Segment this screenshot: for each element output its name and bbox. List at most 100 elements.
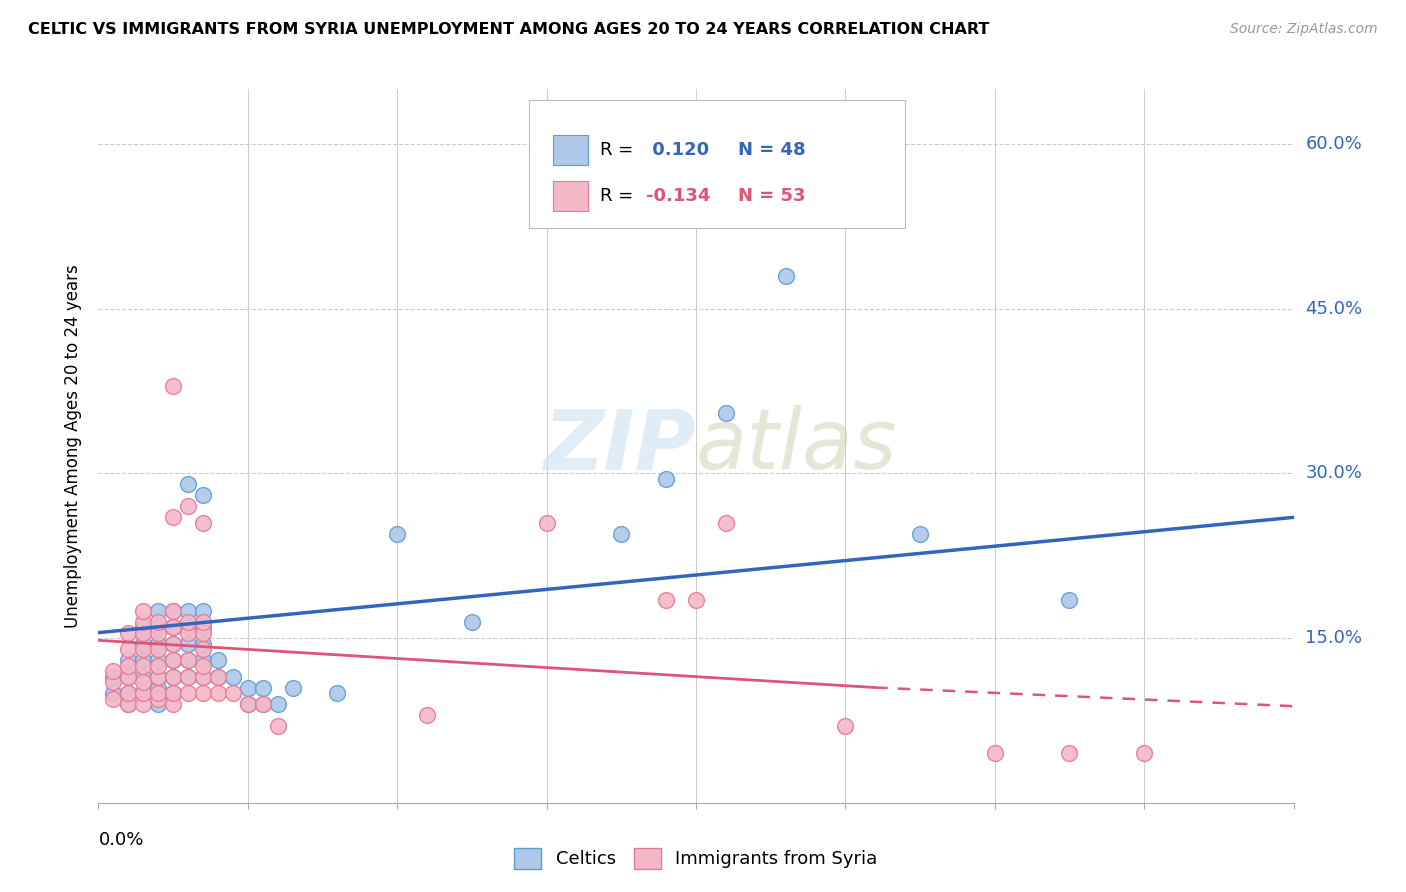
Point xyxy=(103,675,125,690)
Point xyxy=(162,686,184,700)
Point xyxy=(103,664,125,678)
Point xyxy=(207,669,229,683)
Point xyxy=(207,653,229,667)
Point xyxy=(148,686,170,700)
Point xyxy=(610,526,633,541)
Point xyxy=(177,477,200,491)
Text: 15.0%: 15.0% xyxy=(1305,629,1362,647)
Point xyxy=(775,268,797,283)
Point xyxy=(148,691,170,706)
Point xyxy=(191,686,214,700)
Point xyxy=(117,669,139,683)
Point xyxy=(236,697,259,711)
Point xyxy=(759,176,782,190)
Point xyxy=(236,681,259,695)
Point xyxy=(685,592,707,607)
Point xyxy=(236,697,259,711)
Point xyxy=(162,620,184,634)
Point xyxy=(177,653,200,667)
Point xyxy=(983,747,1005,761)
Point xyxy=(162,604,184,618)
Point xyxy=(191,642,214,657)
Text: 60.0%: 60.0% xyxy=(1305,135,1362,153)
Point xyxy=(207,669,229,683)
Point xyxy=(177,500,200,514)
Point xyxy=(655,472,678,486)
Point xyxy=(177,686,200,700)
Point xyxy=(117,642,139,657)
Point xyxy=(655,592,678,607)
Point xyxy=(148,625,170,640)
Y-axis label: Unemployment Among Ages 20 to 24 years: Unemployment Among Ages 20 to 24 years xyxy=(65,264,83,628)
Point xyxy=(132,697,155,711)
Point xyxy=(162,378,184,392)
Legend: Celtics, Immigrants from Syria: Celtics, Immigrants from Syria xyxy=(508,840,884,876)
Point xyxy=(117,653,139,667)
Point xyxy=(267,719,290,733)
Point xyxy=(132,604,155,618)
Text: 30.0%: 30.0% xyxy=(1305,465,1362,483)
Point xyxy=(117,658,139,673)
Point xyxy=(1133,747,1156,761)
Point xyxy=(162,697,184,711)
Point xyxy=(132,642,155,657)
Point xyxy=(132,669,155,683)
Point xyxy=(177,653,200,667)
Point xyxy=(177,615,200,629)
Point xyxy=(162,637,184,651)
Point xyxy=(191,604,214,618)
Point xyxy=(177,604,200,618)
Point xyxy=(714,516,737,530)
Point xyxy=(908,526,931,541)
Point xyxy=(162,669,184,683)
Point xyxy=(132,653,155,667)
Point xyxy=(148,637,170,651)
Point xyxy=(177,637,200,651)
Text: N = 48: N = 48 xyxy=(738,142,806,160)
Point xyxy=(162,669,184,683)
Point xyxy=(148,653,170,667)
Point xyxy=(162,686,184,700)
Point xyxy=(191,620,214,634)
Text: CELTIC VS IMMIGRANTS FROM SYRIA UNEMPLOYMENT AMONG AGES 20 TO 24 YEARS CORRELATI: CELTIC VS IMMIGRANTS FROM SYRIA UNEMPLOY… xyxy=(28,22,990,37)
Point xyxy=(326,686,349,700)
Point xyxy=(281,681,304,695)
FancyBboxPatch shape xyxy=(553,136,589,165)
FancyBboxPatch shape xyxy=(529,100,905,228)
Point xyxy=(148,669,170,683)
Text: R =: R = xyxy=(600,142,640,160)
Point xyxy=(103,691,125,706)
Point xyxy=(177,625,200,640)
Point xyxy=(162,620,184,634)
Point xyxy=(148,620,170,634)
Point xyxy=(117,686,139,700)
Point xyxy=(162,637,184,651)
Point xyxy=(132,637,155,651)
Point xyxy=(191,653,214,667)
Point xyxy=(252,697,274,711)
Text: N = 53: N = 53 xyxy=(738,187,806,205)
Point xyxy=(148,697,170,711)
Point xyxy=(191,669,214,683)
Point xyxy=(162,653,184,667)
Point xyxy=(1059,747,1081,761)
Point xyxy=(461,615,484,629)
Point xyxy=(177,620,200,634)
Point xyxy=(132,625,155,640)
Point xyxy=(162,604,184,618)
Text: 0.0%: 0.0% xyxy=(98,831,143,849)
Point xyxy=(252,697,274,711)
Point xyxy=(132,620,155,634)
Point xyxy=(148,658,170,673)
Point xyxy=(132,686,155,700)
Point xyxy=(191,658,214,673)
Point xyxy=(536,516,558,530)
Point xyxy=(162,653,184,667)
Point xyxy=(416,708,439,723)
Point xyxy=(222,669,245,683)
Point xyxy=(162,510,184,524)
Point xyxy=(148,681,170,695)
Point xyxy=(252,681,274,695)
Point xyxy=(132,675,155,690)
Point xyxy=(191,488,214,502)
